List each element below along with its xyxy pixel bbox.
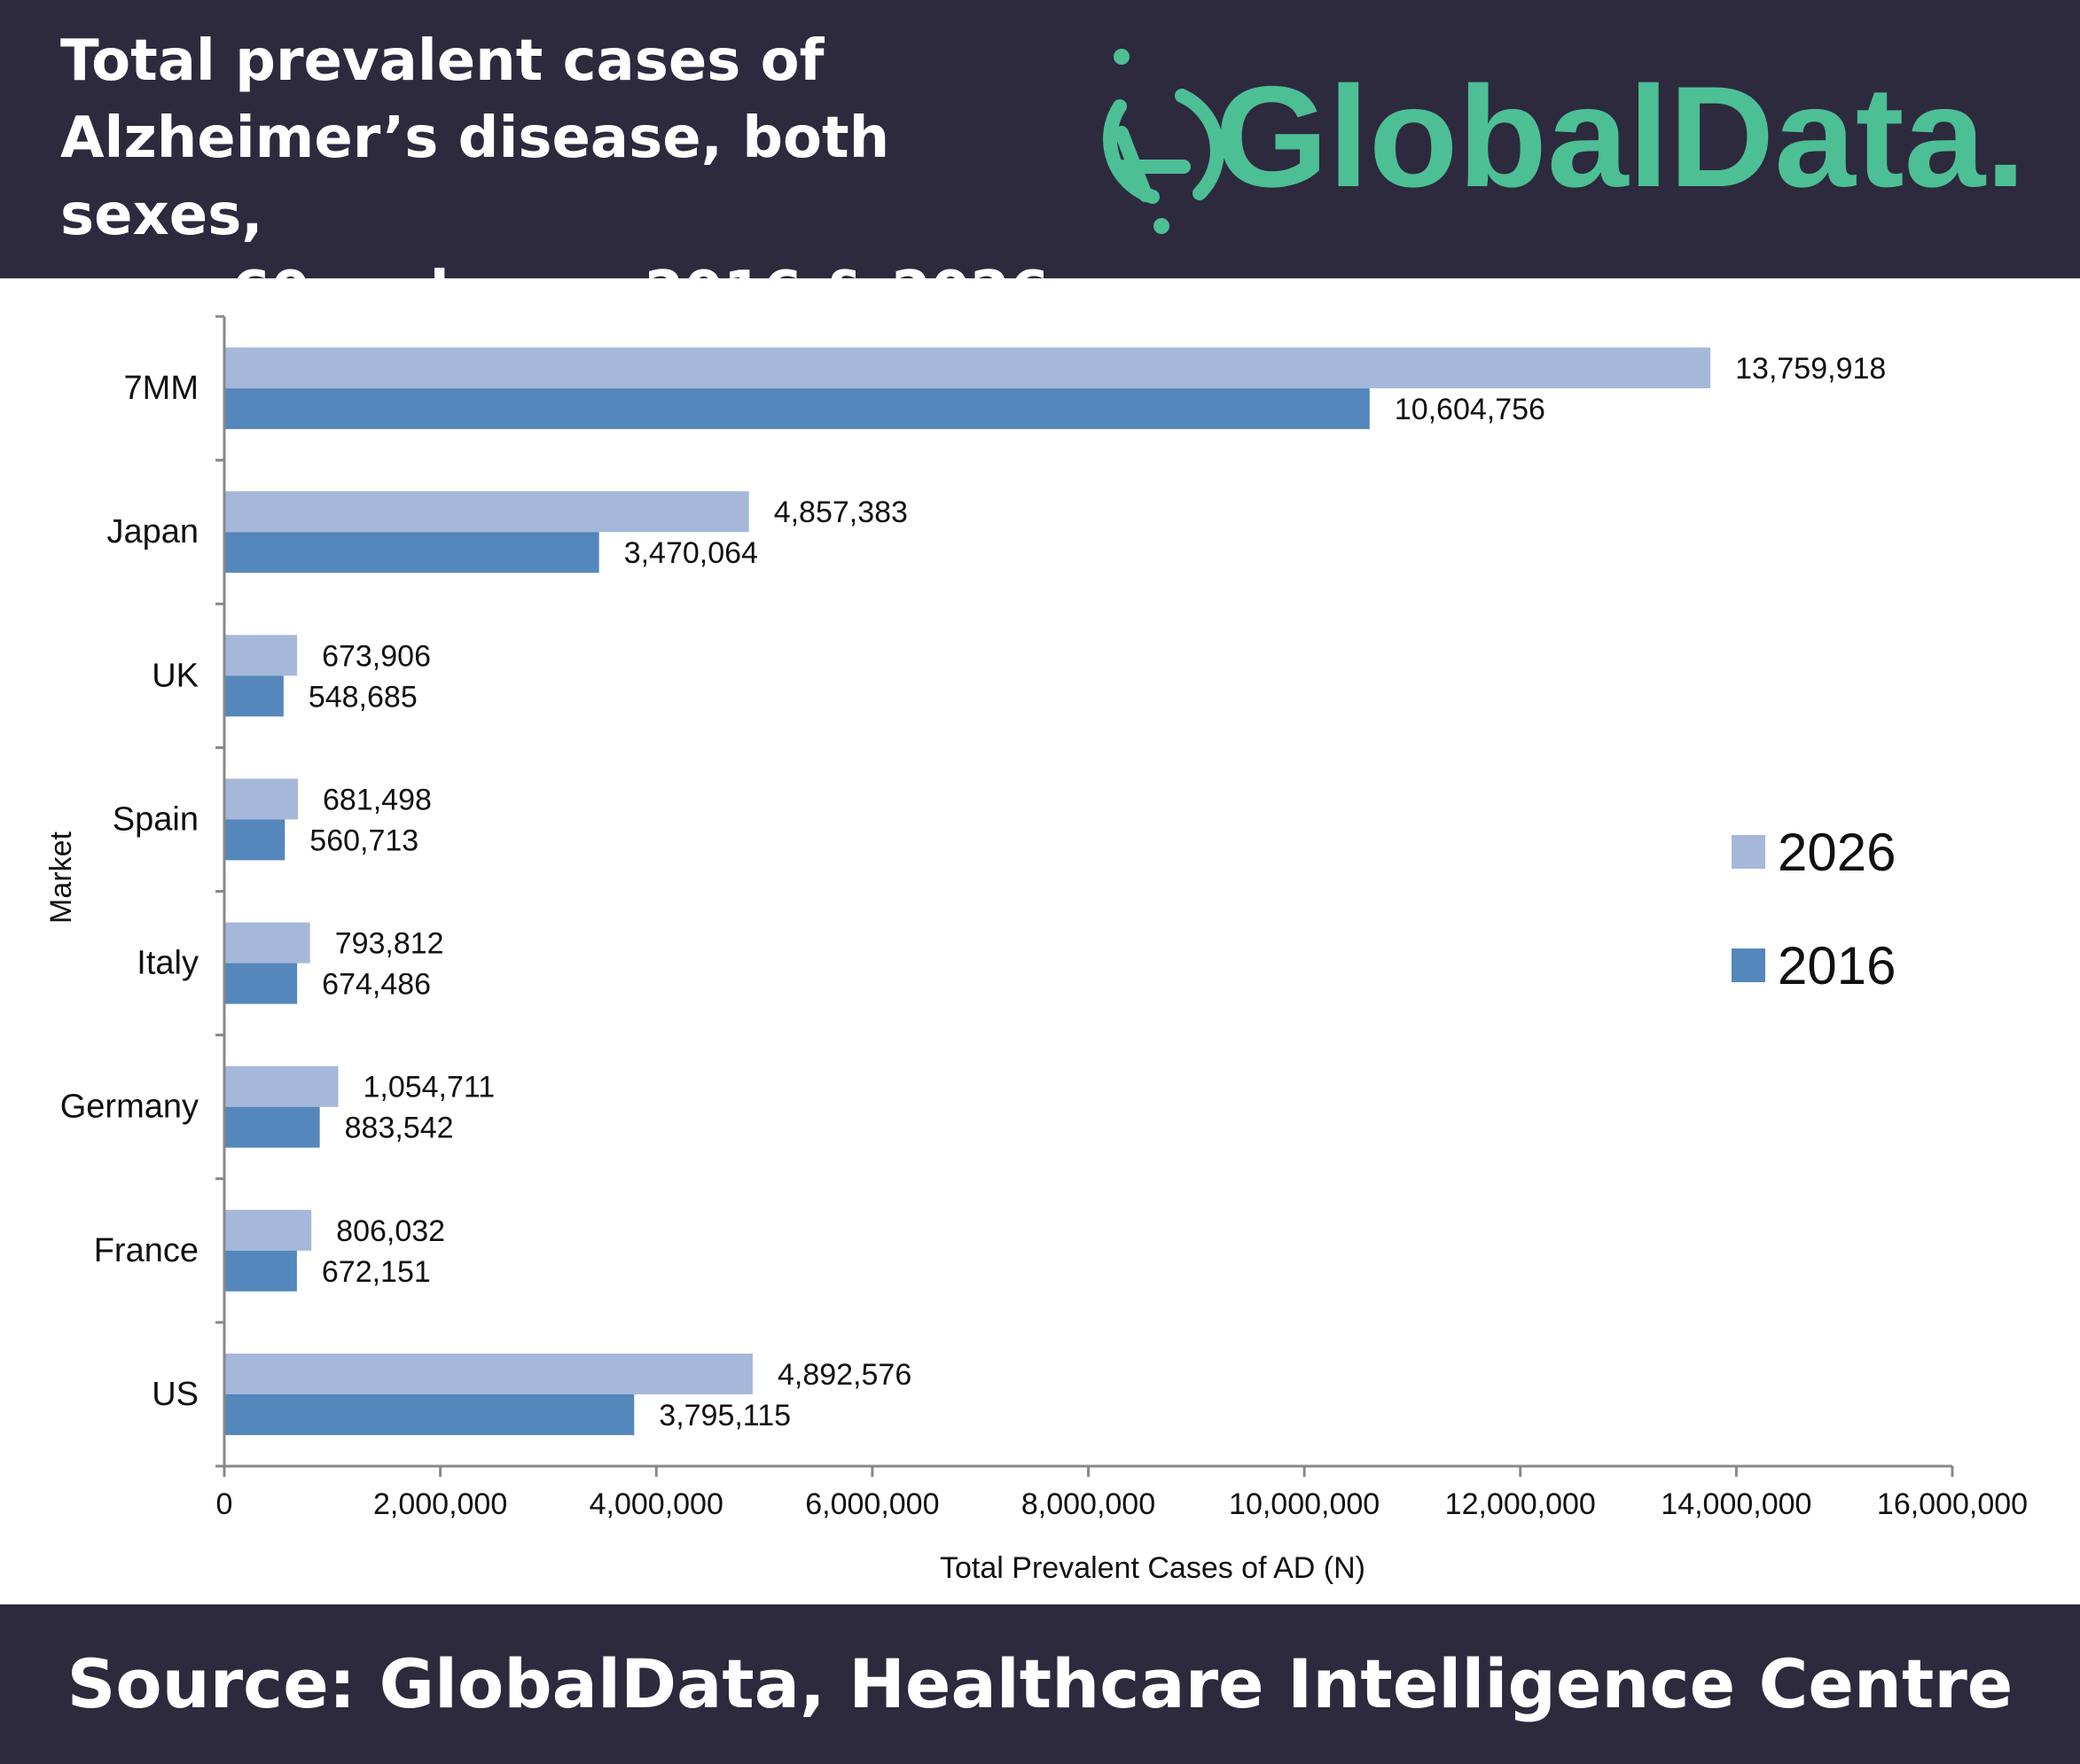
bar-spain-2026 — [224, 778, 299, 820]
bars-group — [224, 347, 1711, 1435]
category-labels-group: 7MM Japan UK Spain Italy Germany France US — [60, 370, 199, 1413]
legend-label-2026: 2026 — [1778, 823, 1896, 882]
bar-italy-2026 — [224, 922, 310, 964]
globaldata-logo-icon — [1103, 89, 1224, 204]
x-tick-label: 10,000,000 — [1229, 1487, 1380, 1521]
bar-germany-2026 — [224, 1065, 339, 1107]
category-label-uk: UK — [152, 657, 199, 694]
axes-group — [215, 315, 1954, 1477]
bar-france-2026 — [224, 1209, 312, 1251]
footer-banner: Source: GlobalData, Healthcare Intellige… — [0, 1604, 2080, 1764]
title-line: Total prevalent cases of — [60, 28, 825, 94]
bar-uk-2016 — [224, 675, 284, 717]
value-labels-group: 13,759,918 10,604,756 4,857,383 3,470,064 67… — [309, 352, 1886, 1432]
bar-japan-2016 — [224, 532, 599, 574]
logo-dot-top — [1114, 49, 1130, 65]
category-label-spain: Spain — [113, 800, 199, 838]
category-label-7mm: 7MM — [124, 370, 199, 407]
category-label-japan: Japan — [106, 513, 199, 550]
value-label-7mm-2026: 13,759,918 — [1735, 352, 1886, 386]
bar-japan-2026 — [224, 491, 749, 533]
y-axis-label: Market — [44, 831, 78, 923]
legend-swatch-2016 — [1732, 948, 1765, 982]
x-tick-label: 14,000,000 — [1661, 1487, 1811, 1521]
legend-swatch-2026 — [1732, 835, 1765, 869]
value-label-japan-2026: 4,857,383 — [774, 496, 908, 529]
source-note: Source: GlobalData, Healthcare Intellige… — [66, 1644, 2014, 1723]
value-label-us-2026: 4,892,576 — [778, 1358, 911, 1392]
category-label-france: France — [94, 1232, 199, 1269]
legend: 2026 2016 — [1732, 823, 1896, 995]
value-label-spain-2016: 560,713 — [309, 823, 418, 857]
category-label-us: US — [152, 1376, 199, 1413]
logo-text: GlobalData. — [1215, 57, 2026, 217]
value-label-spain-2026: 681,498 — [323, 783, 432, 816]
x-tick-label: 16,000,000 — [1877, 1487, 2028, 1521]
x-tick-label: 4,000,000 — [590, 1487, 723, 1521]
value-label-japan-2016: 3,470,064 — [624, 536, 758, 570]
logo-dot-bottom — [1153, 218, 1169, 234]
title-line: Alzheimer’s disease, both sexes, — [60, 105, 890, 248]
x-tick-label: 8,000,000 — [1021, 1487, 1155, 1521]
value-label-uk-2026: 673,906 — [322, 639, 431, 673]
bar-us-2026 — [224, 1353, 753, 1394]
x-axis-label: Total Prevalent Cases of AD (N) — [940, 1551, 1365, 1585]
value-label-germany-2026: 1,054,711 — [363, 1071, 495, 1104]
category-label-germany: Germany — [60, 1089, 199, 1126]
value-label-us-2016: 3,795,115 — [659, 1399, 791, 1432]
bar-uk-2026 — [224, 635, 298, 676]
x-tick-label: 0 — [216, 1487, 233, 1521]
category-label-italy: Italy — [137, 945, 199, 982]
x-tick-label: 2,000,000 — [373, 1487, 507, 1521]
bar-france-2016 — [224, 1250, 297, 1292]
bar-italy-2016 — [224, 963, 298, 1004]
chart-area: 13,759,918 10,604,756 4,857,383 3,470,064 67… — [0, 278, 2080, 1604]
bar-germany-2016 — [224, 1106, 320, 1148]
value-label-7mm-2016: 10,604,756 — [1395, 393, 1545, 426]
bar-spain-2016 — [224, 819, 285, 861]
value-label-germany-2016: 883,542 — [345, 1112, 454, 1145]
tick-labels-group: 0 2,000,000 4,000,000 6,000,000 8,000,000 10,… — [216, 1487, 2029, 1521]
legend-label-2016: 2016 — [1778, 936, 1896, 995]
value-label-italy-2016: 674,486 — [322, 968, 431, 1002]
value-label-uk-2016: 548,685 — [309, 680, 418, 714]
globaldata-logo: GlobalData. — [1103, 49, 2026, 234]
value-label-france-2026: 806,032 — [336, 1214, 445, 1248]
bar-7mm-2016 — [224, 388, 1370, 430]
value-label-france-2016: 672,151 — [322, 1255, 431, 1289]
bar-chart: 13,759,918 10,604,756 4,857,383 3,470,064 67… — [44, 315, 2029, 1585]
x-tick-label: 6,000,000 — [805, 1487, 939, 1521]
bar-us-2016 — [224, 1393, 635, 1435]
value-label-italy-2026: 793,812 — [335, 927, 444, 961]
x-tick-label: 12,000,000 — [1445, 1487, 1596, 1521]
header-banner: Total prevalent cases of Alzheimer’s dis… — [0, 0, 2080, 325]
bar-7mm-2026 — [224, 347, 1711, 389]
